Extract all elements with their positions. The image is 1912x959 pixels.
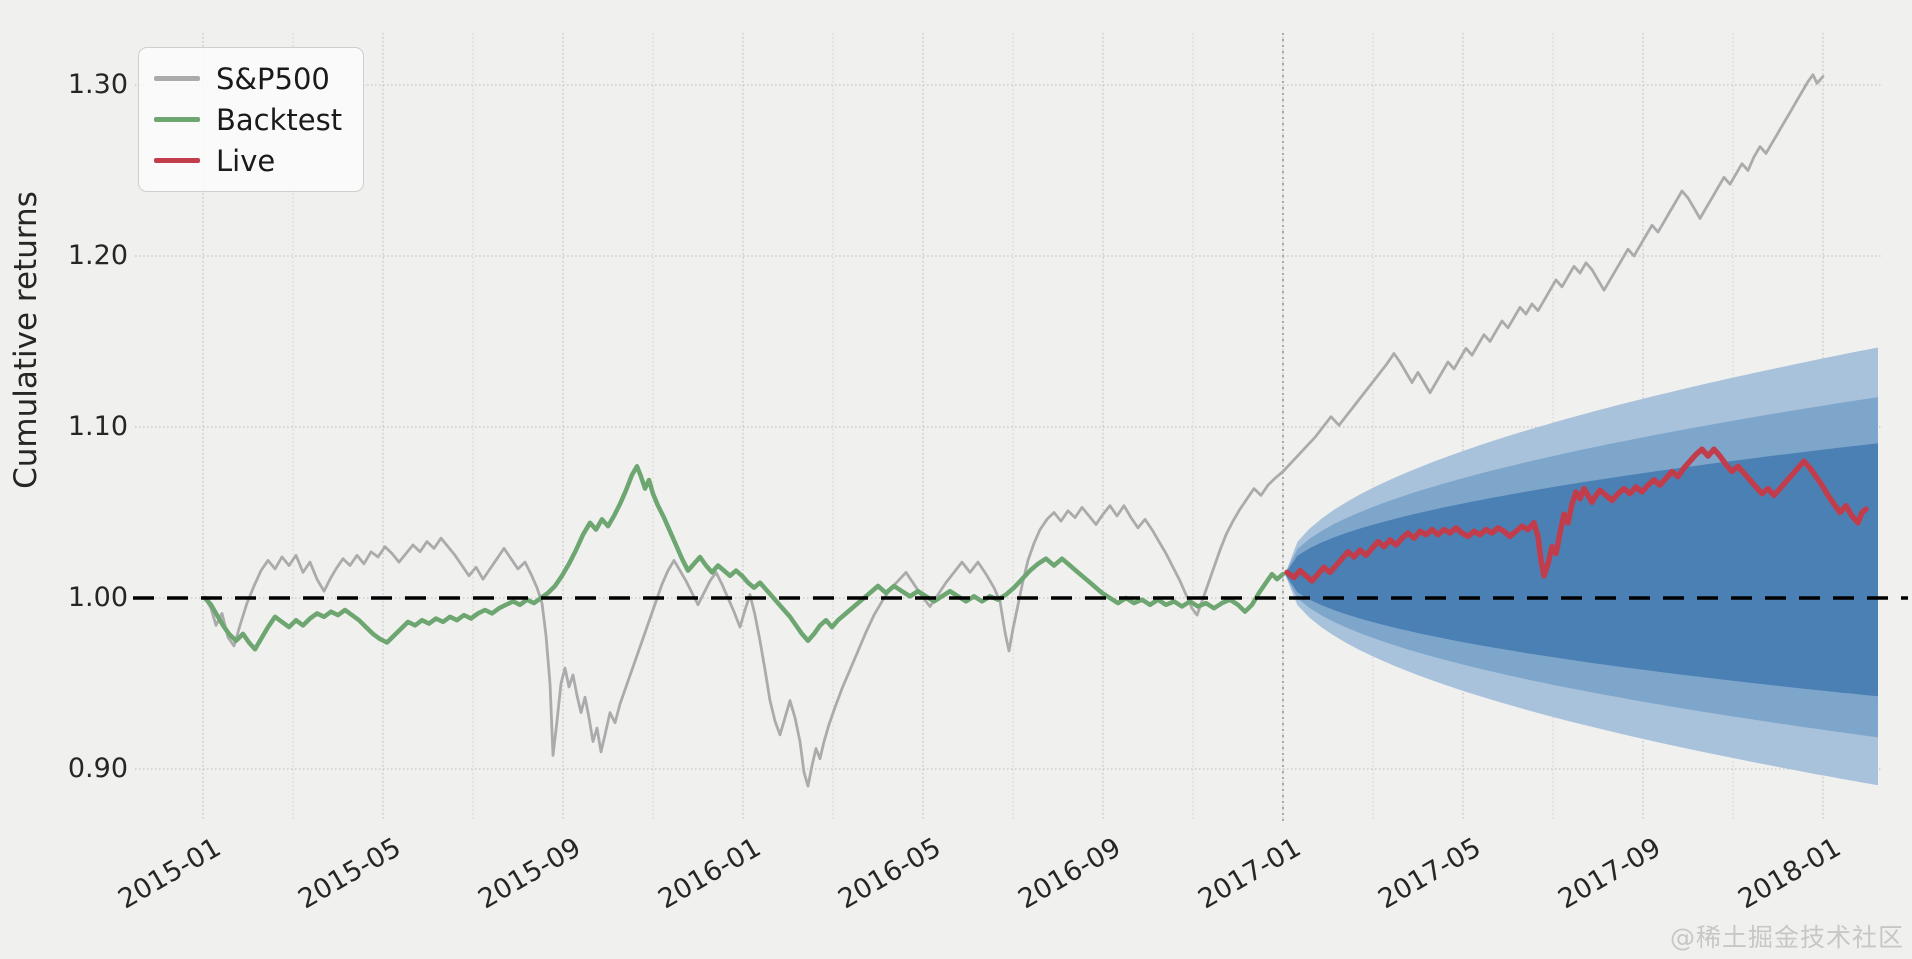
legend-item-sp500: S&P500 [139,58,363,99]
legend-swatch-icon [154,76,200,81]
legend-box: S&P500 Backtest Live [138,47,364,192]
legend-swatch-icon [154,158,200,163]
y-axis-title: Cumulative returns [8,191,44,489]
legend-label: Live [216,143,276,178]
legend-item-live: Live [139,140,363,181]
watermark-text: @稀土掘金技术社区 [1669,923,1904,952]
legend-swatch-icon [154,117,200,122]
series-line-live [1284,446,1869,584]
legend-item-backtest: Backtest [139,99,363,140]
y-tick-label-1.30: 1.30 [67,69,128,100]
y-tick-label-0.90: 0.90 [67,753,128,784]
series-line-sp500 [203,73,1825,788]
y-tick-label-1.00: 1.00 [67,582,128,613]
y-tick-label-1.20: 1.20 [67,240,128,271]
legend-label: Backtest [216,102,343,137]
forecast-cone-inner [1285,443,1878,697]
legend-label: S&P500 [216,61,330,96]
series-line-backtest [202,464,1286,652]
y-tick-label-1.10: 1.10 [67,411,128,442]
